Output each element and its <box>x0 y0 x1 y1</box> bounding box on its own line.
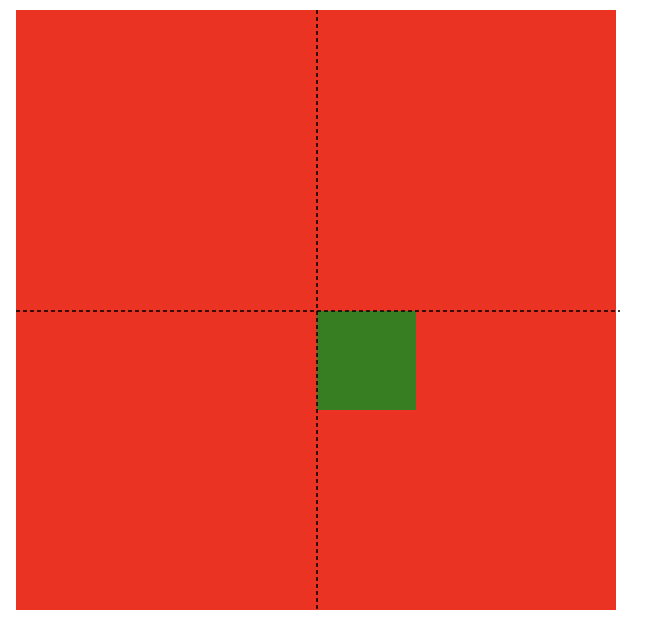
green-target-square[interactable] <box>317 311 416 410</box>
red-square <box>16 10 616 610</box>
